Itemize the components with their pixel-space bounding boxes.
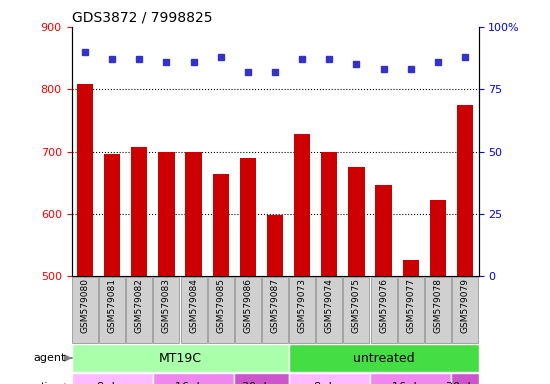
- FancyBboxPatch shape: [72, 277, 98, 343]
- Text: 30 day: 30 day: [446, 382, 484, 384]
- Text: GSM579082: GSM579082: [135, 278, 144, 333]
- FancyBboxPatch shape: [72, 344, 289, 372]
- Bar: [403, 260, 419, 276]
- Text: GDS3872 / 7998825: GDS3872 / 7998825: [72, 10, 212, 24]
- Bar: [158, 152, 174, 276]
- Text: agent: agent: [34, 353, 66, 363]
- Text: GSM579077: GSM579077: [406, 278, 415, 333]
- FancyBboxPatch shape: [289, 373, 370, 384]
- Bar: [213, 174, 229, 276]
- Text: GSM579080: GSM579080: [80, 278, 90, 333]
- Text: 30 day: 30 day: [243, 382, 280, 384]
- Text: GSM579087: GSM579087: [271, 278, 279, 333]
- Text: GSM579084: GSM579084: [189, 278, 198, 333]
- FancyBboxPatch shape: [180, 277, 207, 343]
- FancyBboxPatch shape: [425, 277, 451, 343]
- Text: GSM579073: GSM579073: [298, 278, 307, 333]
- FancyBboxPatch shape: [370, 373, 452, 384]
- Bar: [267, 215, 283, 276]
- Bar: [294, 134, 310, 276]
- Text: GSM579086: GSM579086: [243, 278, 252, 333]
- Text: GSM579075: GSM579075: [352, 278, 361, 333]
- Bar: [240, 158, 256, 276]
- Bar: [430, 200, 446, 276]
- FancyBboxPatch shape: [99, 277, 125, 343]
- FancyBboxPatch shape: [208, 277, 234, 343]
- FancyBboxPatch shape: [262, 277, 288, 343]
- FancyBboxPatch shape: [371, 277, 397, 343]
- Text: GSM579081: GSM579081: [108, 278, 117, 333]
- Text: 8 day: 8 day: [314, 382, 345, 384]
- Bar: [348, 167, 365, 276]
- FancyBboxPatch shape: [289, 344, 478, 372]
- Text: GSM579079: GSM579079: [460, 278, 470, 333]
- Bar: [457, 105, 473, 276]
- FancyBboxPatch shape: [289, 277, 315, 343]
- FancyBboxPatch shape: [452, 277, 478, 343]
- FancyBboxPatch shape: [126, 277, 152, 343]
- Text: GSM579083: GSM579083: [162, 278, 171, 333]
- Text: time: time: [41, 382, 66, 384]
- FancyBboxPatch shape: [398, 277, 424, 343]
- Text: 16 day: 16 day: [174, 382, 213, 384]
- FancyBboxPatch shape: [153, 277, 179, 343]
- FancyBboxPatch shape: [235, 277, 261, 343]
- Bar: [77, 84, 93, 276]
- Bar: [185, 152, 202, 276]
- Text: 8 day: 8 day: [97, 382, 128, 384]
- Bar: [131, 147, 147, 276]
- FancyBboxPatch shape: [316, 277, 342, 343]
- Text: MT19C: MT19C: [158, 352, 201, 364]
- FancyBboxPatch shape: [343, 277, 370, 343]
- FancyBboxPatch shape: [72, 373, 153, 384]
- Bar: [376, 185, 392, 276]
- Text: GSM579085: GSM579085: [216, 278, 225, 333]
- FancyBboxPatch shape: [153, 373, 234, 384]
- Text: GSM579078: GSM579078: [433, 278, 442, 333]
- Text: 16 day: 16 day: [392, 382, 430, 384]
- FancyBboxPatch shape: [234, 373, 289, 384]
- Text: untreated: untreated: [353, 352, 414, 364]
- Text: GSM579076: GSM579076: [379, 278, 388, 333]
- Bar: [321, 152, 337, 276]
- Text: GSM579074: GSM579074: [324, 278, 334, 333]
- FancyBboxPatch shape: [452, 373, 478, 384]
- Bar: [104, 154, 120, 276]
